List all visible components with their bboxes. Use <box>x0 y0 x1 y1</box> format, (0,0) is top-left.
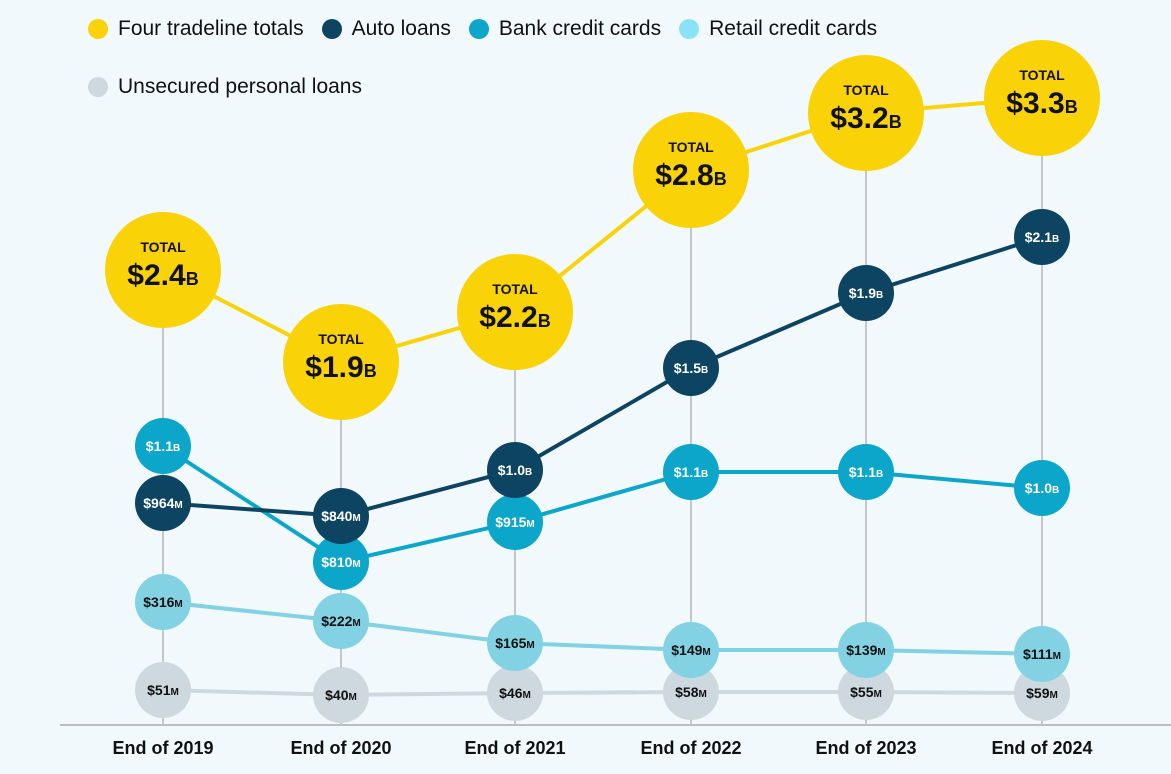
x-tick-label: End of 2024 <box>991 738 1092 758</box>
legend-label: Four tradeline totals <box>118 17 304 40</box>
data-label: $139M <box>846 642 886 658</box>
legend-label: Retail credit cards <box>709 17 878 40</box>
total-prefix: TOTAL <box>140 239 186 255</box>
data-label: $149M <box>671 642 711 658</box>
data-label: $165M <box>495 635 535 651</box>
data-point <box>457 254 573 370</box>
data-point <box>135 662 191 718</box>
data-label: $1.1B <box>849 464 883 480</box>
series-line-bank-credit-cards <box>161 444 1043 565</box>
data-point <box>1014 460 1070 516</box>
data-label: $59M <box>1026 685 1058 701</box>
legend-label: Unsecured personal loans <box>118 75 362 98</box>
data-label: $1.1B <box>146 438 180 454</box>
legend-item: Auto loans <box>321 14 451 44</box>
data-point <box>663 444 719 500</box>
data-label: $1.9B <box>849 285 883 301</box>
legend-swatch <box>679 19 700 39</box>
data-label: $2.8B <box>655 159 726 192</box>
data-point <box>1014 209 1070 265</box>
total-prefix: TOTAL <box>318 331 364 347</box>
data-label: $810M <box>321 554 361 570</box>
data-label: $222M <box>321 613 361 629</box>
data-label: $915M <box>495 514 535 530</box>
data-point <box>838 664 894 720</box>
legend-swatch <box>468 19 489 39</box>
x-tick-label: End of 2023 <box>815 738 916 758</box>
data-point <box>838 265 894 321</box>
data-point <box>135 574 191 630</box>
data-label: $840M <box>321 508 361 524</box>
data-label: $3.3B <box>1006 87 1077 120</box>
data-label: $51M <box>147 682 179 698</box>
data-label: $58M <box>675 684 707 700</box>
data-label: $111M <box>1023 646 1061 662</box>
total-prefix: TOTAL <box>668 139 714 155</box>
legend-label: Auto loans <box>351 17 451 40</box>
data-label: $55M <box>850 684 882 700</box>
data-point <box>1014 665 1070 721</box>
data-label: $2.2B <box>479 301 550 334</box>
data-label: $964M <box>143 495 183 511</box>
data-point <box>838 444 894 500</box>
legend-label: Bank credit cards <box>498 17 662 40</box>
total-prefix: TOTAL <box>1019 67 1065 83</box>
legend-swatch <box>88 77 108 97</box>
data-label: $1.9B <box>305 351 376 384</box>
data-point <box>313 534 369 590</box>
data-label: $1.0B <box>1025 480 1059 496</box>
data-point <box>1014 626 1070 682</box>
total-prefix: TOTAL <box>843 82 889 98</box>
data-point <box>487 615 543 671</box>
data-point <box>808 55 924 171</box>
data-point <box>663 340 719 396</box>
x-tick-label: End of 2020 <box>290 738 391 758</box>
legend-item: Retail credit cards <box>679 14 877 44</box>
data-point <box>313 488 369 544</box>
data-point <box>313 593 369 649</box>
data-point <box>283 304 399 420</box>
total-prefix: TOTAL <box>492 281 538 297</box>
data-point <box>105 212 221 328</box>
series-line-auto-loans <box>162 235 1043 519</box>
data-point <box>135 418 191 474</box>
data-label: $1.0B <box>498 462 532 478</box>
data-label: $316M <box>143 594 183 610</box>
data-point <box>487 442 543 498</box>
data-point <box>663 664 719 720</box>
data-point <box>663 622 719 678</box>
data-point <box>135 475 191 531</box>
data-point <box>487 494 543 550</box>
data-point <box>633 112 749 228</box>
data-label: $40M <box>325 687 357 703</box>
data-label: $2.1B <box>1025 229 1059 245</box>
legend-item: Four tradeline totals <box>88 14 304 44</box>
x-tick-label: End of 2021 <box>464 738 565 758</box>
series-line-unsecured-personal-loans <box>162 688 1043 698</box>
data-point <box>313 667 369 723</box>
data-label: $46M <box>499 685 531 701</box>
data-point <box>487 665 543 721</box>
x-tick-label: End of 2022 <box>640 738 741 758</box>
data-point <box>838 622 894 678</box>
data-label: $3.2B <box>830 102 901 135</box>
legend-swatch <box>321 19 342 39</box>
legend-swatch <box>88 19 108 39</box>
chart-legend: Four tradeline totals Auto loans Bank cred… <box>88 14 968 102</box>
data-label: $1.1B <box>674 464 708 480</box>
series-line-retail-credit-cards <box>162 600 1043 656</box>
legend-item: Unsecured personal loans <box>88 72 362 102</box>
data-label: $1.5B <box>674 360 708 376</box>
legend-item: Bank credit cards <box>468 14 662 44</box>
x-tick-label: End of 2019 <box>112 738 213 758</box>
data-label: $2.4B <box>127 259 198 292</box>
data-point <box>984 40 1100 156</box>
